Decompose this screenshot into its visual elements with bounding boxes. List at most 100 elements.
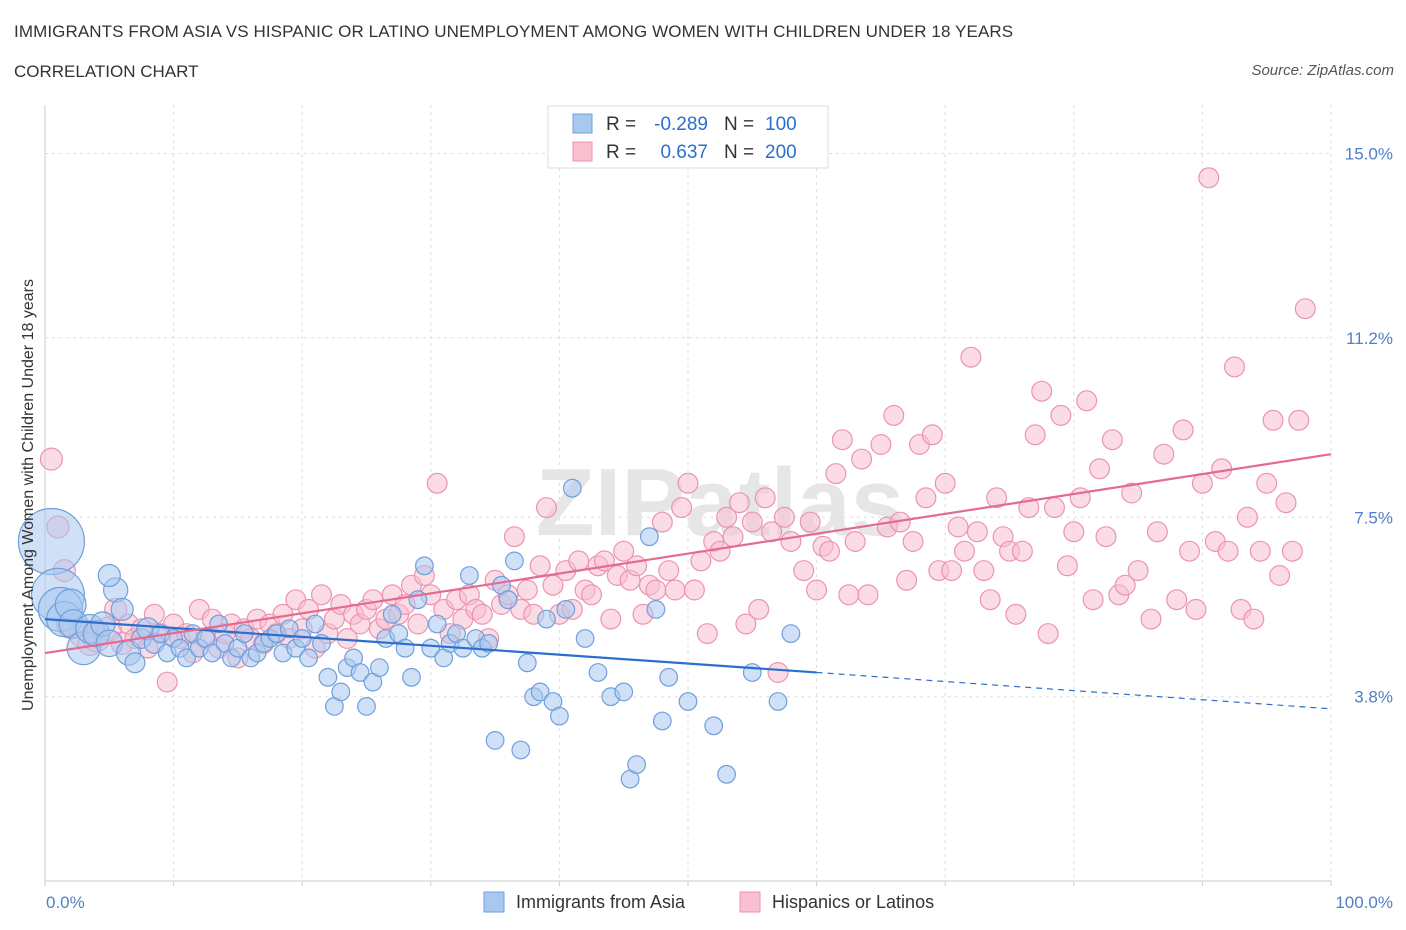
latino-point-93	[651, 511, 673, 533]
asia-point-38	[279, 619, 299, 639]
latino-point-151	[1037, 623, 1059, 645]
latino-point-163	[1114, 574, 1136, 596]
asia-point-60	[421, 638, 441, 658]
legend-swatch-asia	[572, 113, 593, 134]
latino-point-58	[426, 472, 448, 494]
latino-point-180	[1236, 506, 1258, 528]
asia-point-99	[97, 563, 121, 588]
series-legend: Immigrants from Asia Hispanics or Latino…	[483, 891, 934, 913]
legend-n-value-asia: 100	[765, 114, 797, 135]
y-tick-label-1: 7.5%	[1354, 508, 1393, 527]
latino-point-119	[825, 463, 847, 485]
latino-point-153	[1050, 404, 1072, 426]
asia-point-91	[652, 711, 672, 731]
latino-point-97	[677, 472, 699, 494]
latino-point-82	[580, 584, 602, 606]
latino-point-121	[838, 584, 860, 606]
asia-point-92	[659, 667, 679, 687]
latino-point-108	[748, 598, 770, 620]
latino-point-177	[1217, 540, 1239, 562]
latino-point-89	[626, 555, 648, 577]
latino-point-100	[696, 623, 718, 645]
x-tick-label-min: 0.0%	[46, 893, 85, 912]
axes	[44, 105, 1332, 886]
latino-point-104	[722, 526, 744, 548]
asia-point-54	[382, 604, 402, 624]
latino-point-107	[741, 511, 763, 533]
asia-point-69	[479, 634, 499, 653]
asia-point-56	[395, 638, 415, 658]
latino-point-155	[1063, 521, 1085, 543]
latino-point-74	[529, 555, 551, 577]
asia-point-52	[370, 658, 389, 677]
bottom-legend-swatch-asia	[483, 891, 505, 913]
legend-r-value-asia: -0.289	[654, 114, 708, 135]
latino-point-157	[1076, 390, 1098, 412]
latino-point-164	[1121, 482, 1143, 504]
latino-point-136	[941, 560, 963, 582]
latino-point-142	[979, 589, 1001, 611]
asia-point-49	[350, 663, 370, 682]
gridlines	[45, 105, 1332, 881]
latino-trend-line	[44, 453, 1332, 655]
legend-swatch-latino	[572, 141, 593, 162]
latino-point-172	[1185, 598, 1207, 620]
asia-point-14	[124, 652, 146, 674]
asia-point-80	[550, 706, 569, 726]
latino-point-118	[818, 540, 840, 562]
asia-point-61	[427, 614, 447, 634]
chart-title: IMMIGRANTS FROM ASIA VS HISPANIC OR LATI…	[14, 22, 1014, 41]
latino-point-129	[896, 569, 918, 591]
latino-point-55	[407, 613, 429, 635]
legend-n-value-latino: 200	[765, 142, 797, 163]
y-tick-label-3: 15.0%	[1345, 145, 1393, 164]
latino-point-171	[1178, 540, 1200, 562]
latino-point-113	[780, 530, 802, 552]
latino-point-188	[1288, 409, 1310, 431]
latino-point-98	[683, 579, 705, 601]
asia-point-41	[299, 648, 319, 668]
latino-point-169	[1166, 589, 1188, 611]
latino-point-167	[1146, 521, 1168, 543]
latino-point-16	[156, 671, 178, 693]
latino-point-160	[1095, 526, 1117, 548]
asia-point-70	[485, 731, 505, 750]
latino-point-181	[1243, 608, 1265, 630]
latino-point-186	[1275, 492, 1297, 514]
asia-point-93	[678, 692, 698, 711]
y-tick-label-0: 3.8%	[1354, 688, 1393, 707]
asia-point-96	[742, 663, 762, 682]
asia-point-66	[460, 566, 479, 585]
latino-point-149	[1024, 424, 1046, 446]
latino-point-80	[568, 550, 590, 572]
asia-point-42	[305, 614, 325, 634]
latino-point-0	[39, 447, 64, 471]
latino-point-92	[645, 579, 667, 601]
latino-point-105	[728, 492, 750, 514]
latino-point-40	[311, 584, 333, 606]
latino-point-125	[870, 434, 892, 456]
correlation-legend: R = -0.289 N = 100 R = 0.637 N = 200	[547, 105, 829, 169]
latino-point-96	[671, 497, 693, 519]
x-tick-label-max: 100.0%	[1335, 893, 1393, 912]
asia-point-90	[646, 600, 666, 619]
asia-point-74	[511, 740, 531, 760]
latino-point-120	[831, 429, 853, 451]
latino-point-130	[902, 530, 924, 552]
latino-point-94	[658, 560, 680, 582]
chart-subtitle: CORRELATION CHART	[14, 62, 199, 81]
latino-point-135	[934, 472, 956, 494]
latino-point-65	[471, 603, 493, 625]
latino-point-70	[503, 526, 525, 548]
latino-point-111	[767, 661, 789, 683]
latino-point-123	[851, 448, 873, 470]
asia-point-77	[530, 682, 550, 702]
asia-point-59	[415, 556, 434, 576]
latino-point-87	[613, 540, 635, 562]
latino-points-group	[39, 167, 1316, 693]
asia-trend-extension	[816, 671, 1332, 710]
trend-lines	[44, 453, 1332, 710]
asia-point-94	[704, 716, 724, 736]
latino-point-124	[857, 584, 879, 606]
